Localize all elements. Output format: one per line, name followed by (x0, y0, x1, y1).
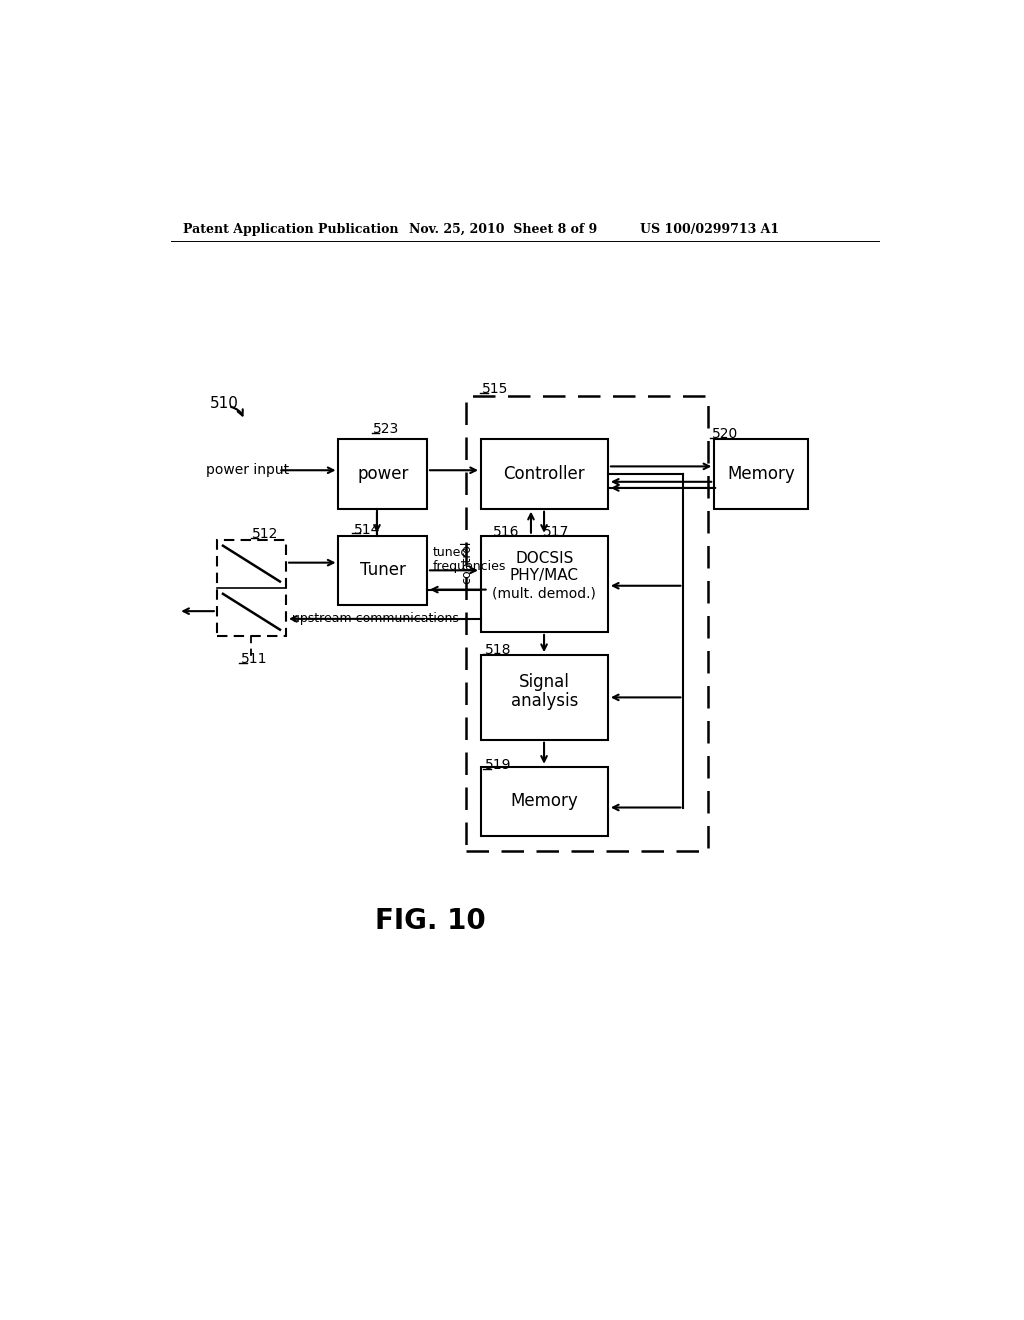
Bar (481, 536, 608, 632)
Text: tuned: tuned (432, 546, 469, 560)
Text: Signal: Signal (519, 673, 570, 690)
Text: power input: power input (206, 463, 289, 478)
Text: PHY/MAC: PHY/MAC (510, 568, 579, 583)
Text: Patent Application Publication: Patent Application Publication (183, 223, 398, 236)
Text: 510: 510 (210, 396, 239, 411)
Text: frequencies: frequencies (432, 560, 506, 573)
Bar (481, 655, 608, 739)
Text: (mult. demod.): (mult. demod.) (493, 586, 596, 601)
Bar (339, 440, 427, 508)
Text: upstream communications: upstream communications (292, 612, 459, 626)
Bar (339, 536, 427, 605)
Text: Nov. 25, 2010  Sheet 8 of 9: Nov. 25, 2010 Sheet 8 of 9 (410, 223, 598, 236)
Text: FIG. 10: FIG. 10 (376, 907, 486, 935)
Text: 512: 512 (252, 527, 279, 541)
Bar (481, 440, 608, 508)
Text: Memory: Memory (727, 465, 795, 483)
Text: power: power (357, 465, 409, 483)
Text: 516: 516 (493, 525, 519, 539)
Text: 515: 515 (481, 383, 508, 396)
Text: Tuner: Tuner (359, 561, 406, 579)
Bar (466, 396, 708, 851)
Text: 520: 520 (712, 428, 738, 441)
Bar (481, 767, 608, 836)
Bar (714, 440, 808, 508)
Text: 511: 511 (241, 652, 267, 665)
Text: Memory: Memory (511, 792, 579, 810)
Text: 519: 519 (484, 758, 511, 772)
Text: 517: 517 (544, 525, 569, 539)
Text: US 100/0299713 A1: US 100/0299713 A1 (640, 223, 779, 236)
Text: control: control (461, 541, 473, 585)
Text: DOCSIS: DOCSIS (515, 552, 573, 566)
Text: 514: 514 (354, 523, 380, 536)
Text: 518: 518 (484, 643, 511, 656)
Text: analysis: analysis (511, 692, 579, 710)
Text: Controller: Controller (504, 465, 586, 483)
Bar (217, 540, 286, 636)
Text: 523: 523 (373, 422, 399, 437)
